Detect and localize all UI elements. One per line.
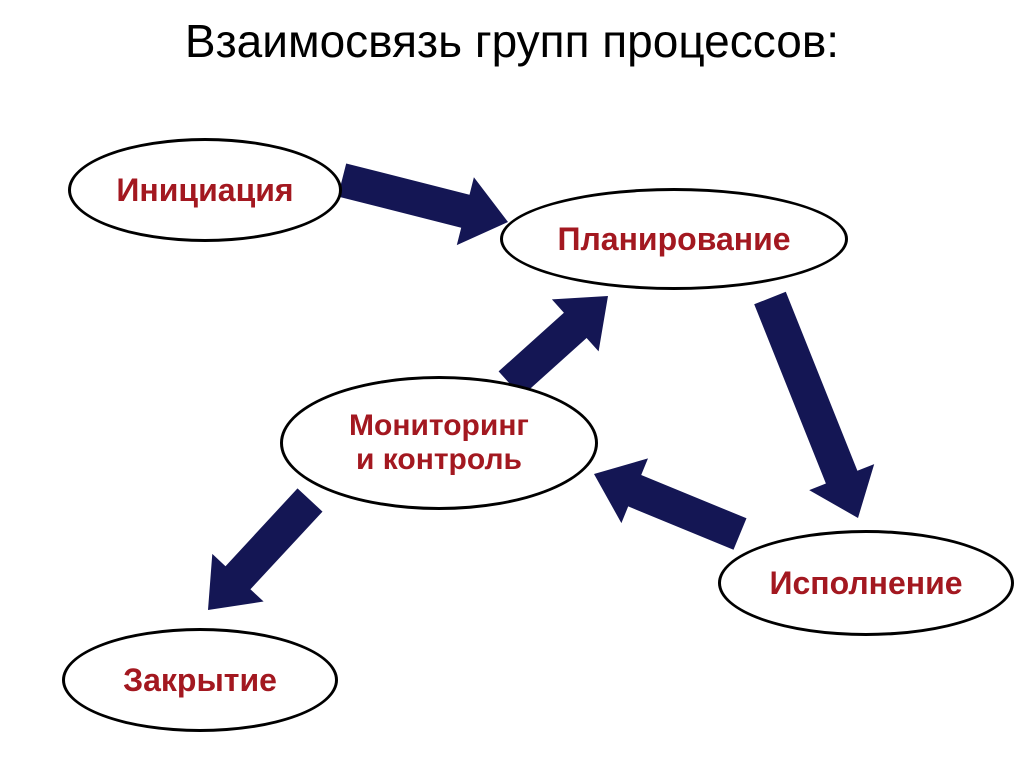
- node-closing: Закрытие: [62, 628, 338, 732]
- node-label: Инициация: [116, 172, 293, 209]
- arrow: [499, 296, 608, 397]
- node-label: Закрытие: [123, 662, 277, 699]
- arrow: [754, 292, 874, 518]
- node-execution: Исполнение: [718, 530, 1014, 636]
- node-label: Планирование: [557, 221, 790, 258]
- arrow: [338, 164, 508, 246]
- diagram-title: Взаимосвязь групп процессов:: [0, 14, 1024, 68]
- node-initiation: Инициация: [68, 138, 342, 242]
- node-monitoring: Мониторинги контроль: [280, 376, 598, 510]
- node-label: Мониторинги контроль: [349, 409, 529, 478]
- node-label: Исполнение: [769, 565, 962, 602]
- arrow: [594, 458, 747, 549]
- arrow: [208, 488, 323, 610]
- node-planning: Планирование: [500, 188, 848, 290]
- diagram-canvas: Взаимосвязь групп процессов: Инициация П…: [0, 0, 1024, 767]
